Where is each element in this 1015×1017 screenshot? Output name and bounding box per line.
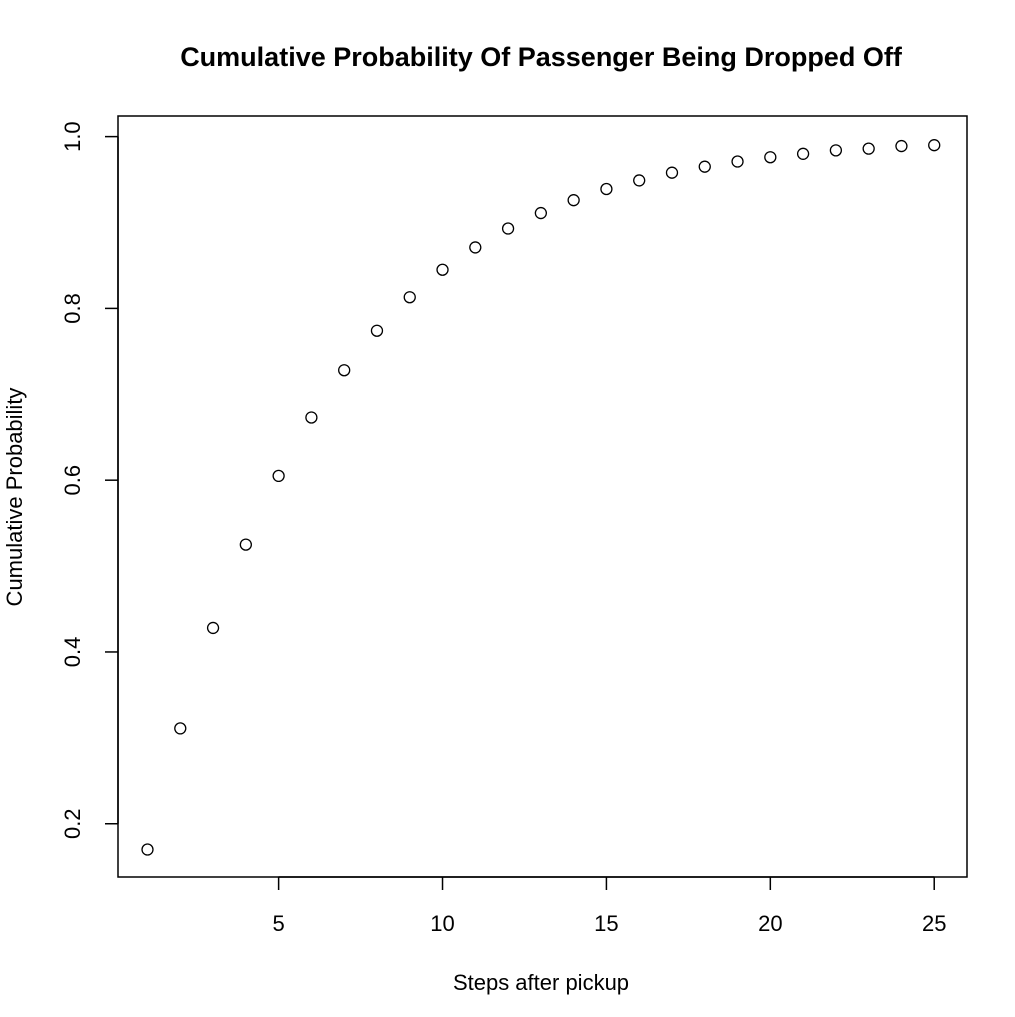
y-tick-label: 0.4 [60, 637, 85, 668]
data-point [895, 139, 908, 153]
data-point [206, 621, 220, 635]
data-point [600, 182, 613, 196]
y-tick-label: 0.6 [60, 465, 85, 496]
data-point [174, 722, 187, 735]
x-tick-label: 10 [430, 911, 454, 936]
y-axis-label: Cumulative Probability [2, 388, 27, 607]
y-axis: 0.2 0.4 0.6 0.8 1.0 [60, 121, 119, 839]
x-tick-label: 25 [922, 911, 946, 936]
data-point [338, 364, 351, 377]
data-point [403, 291, 416, 304]
data-point [370, 324, 384, 337]
data-point [239, 538, 252, 551]
data-point [862, 142, 875, 155]
data-point [764, 151, 777, 164]
y-tick-label: 0.8 [60, 293, 85, 324]
y-tick-label: 1.0 [60, 121, 85, 152]
x-axis: 5 10 15 20 25 [272, 876, 946, 936]
y-tick-label: 0.2 [60, 808, 85, 839]
data-point [796, 147, 810, 160]
chart-title: Cumulative Probability Of Passenger Bein… [180, 42, 903, 72]
data-point [928, 139, 941, 152]
data-point [305, 411, 318, 424]
data-point [698, 160, 711, 173]
data-points [141, 139, 941, 856]
x-axis-label: Steps after pickup [453, 970, 629, 995]
data-point [436, 263, 449, 276]
plot-frame [117, 115, 968, 878]
data-point [829, 144, 843, 157]
x-tick-label: 5 [272, 911, 284, 936]
x-tick-label: 20 [758, 911, 782, 936]
data-point [633, 174, 646, 187]
data-point [534, 206, 548, 220]
data-point [731, 155, 744, 168]
data-point [272, 469, 285, 483]
data-point [141, 843, 154, 856]
data-point [665, 166, 679, 179]
x-tick-label: 15 [594, 911, 618, 936]
data-point [469, 241, 482, 254]
data-point [567, 194, 580, 207]
data-point [501, 222, 515, 235]
